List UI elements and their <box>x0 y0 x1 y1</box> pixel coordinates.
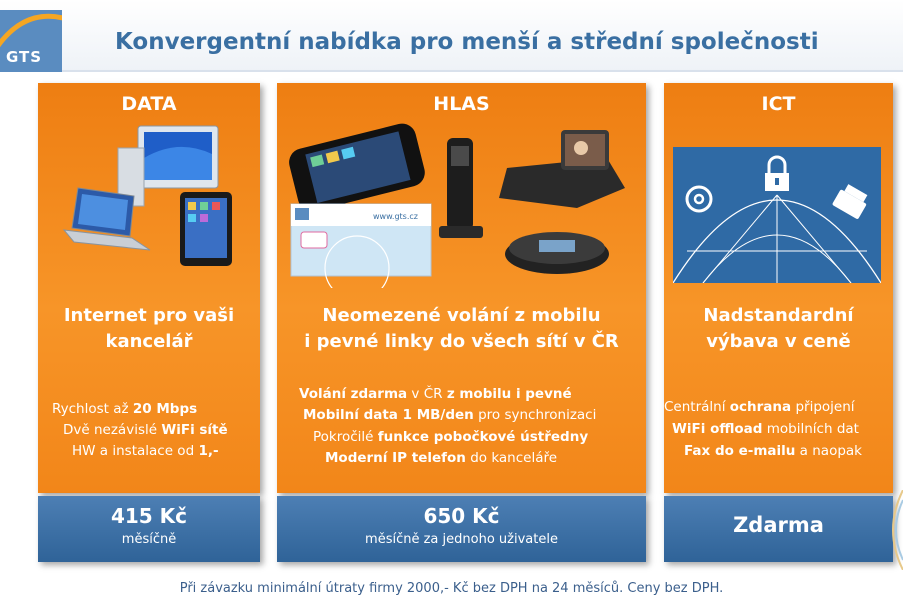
column-title: HLAS <box>433 93 490 115</box>
price-box-hlas: 650 Kč měsíčně za jednoho uživatele <box>277 496 646 562</box>
price-period: měsíčně <box>121 532 177 547</box>
header-divider <box>62 70 903 72</box>
gts-logo: GTS <box>0 10 62 72</box>
lock-icon <box>765 155 789 191</box>
at-icon <box>685 185 713 213</box>
column-data: DATA Internet pro vaši kancelář Rychlost… <box>38 83 260 493</box>
price-box-ict: Zdarma <box>664 496 893 562</box>
computers-illustration <box>62 125 232 266</box>
ict-network-illustration <box>673 147 881 283</box>
feature-item: Rychlost až 20 Mbps <box>52 401 198 417</box>
price-period: měsíčně za jednoho uživatele <box>365 532 558 547</box>
phones-illustration: www.gts.cz <box>289 123 625 288</box>
feature-item: Volání zdarma v ČR z mobilu i pevné <box>299 386 572 402</box>
price-value: 650 Kč <box>423 504 500 528</box>
feature-item: Pokročilé funkce pobočkové ústředny <box>313 429 589 445</box>
feature-item: Mobilní data 1 MB/den pro synchronizaci <box>303 407 597 423</box>
headline-line-1: Internet pro vaši <box>63 305 235 326</box>
headline-line-1: Nadstandardní <box>703 305 854 326</box>
feature-item: Dvě nezávislé WiFi sítě <box>63 422 228 438</box>
column-title: ICT <box>761 93 796 115</box>
headline-line-2: výbava v ceně <box>706 331 851 352</box>
headline-line-2: i pevné linky do všech sítí v ČR <box>304 331 619 352</box>
price-box-data: 415 Kč měsíčně <box>38 496 260 562</box>
feature-item: HW a instalace od 1,- <box>72 443 219 459</box>
header-bar <box>0 0 903 72</box>
footer-note: Při závazku minimální útraty firmy 2000,… <box>179 581 724 596</box>
column-headline: Neomezené volání z mobilu i pevné linky … <box>277 303 646 355</box>
page-title: Konvergentní nabídka pro menší a střední… <box>115 29 819 55</box>
card-url: www.gts.cz <box>373 212 418 221</box>
headline-line-2: kancelář <box>105 331 193 352</box>
price-value: 415 Kč <box>110 504 188 528</box>
column-ict: ICT Nadstandardní výbava v ceně Centráln… <box>664 83 893 493</box>
feature-item: WiFi offload mobilních dat <box>672 421 859 437</box>
fax-icon <box>832 184 868 219</box>
price-value: Zdarma <box>733 513 824 537</box>
column-headline: Nadstandardní výbava v ceně <box>664 303 893 355</box>
column-headline: Internet pro vaši kancelář <box>38 303 260 355</box>
column-hlas: HLAS www.gts.cz Neomezené volání z mo <box>277 83 646 493</box>
logo-text: GTS <box>6 48 43 66</box>
headline-line-1: Neomezené volání z mobilu <box>322 305 601 326</box>
feature-item: Fax do e-mailu a naopak <box>684 443 862 459</box>
feature-item: Centrální ochrana připojení <box>664 399 855 415</box>
decorative-swirl <box>892 490 903 570</box>
column-title: DATA <box>121 93 177 115</box>
feature-item: Moderní IP telefon do kanceláře <box>325 450 558 466</box>
